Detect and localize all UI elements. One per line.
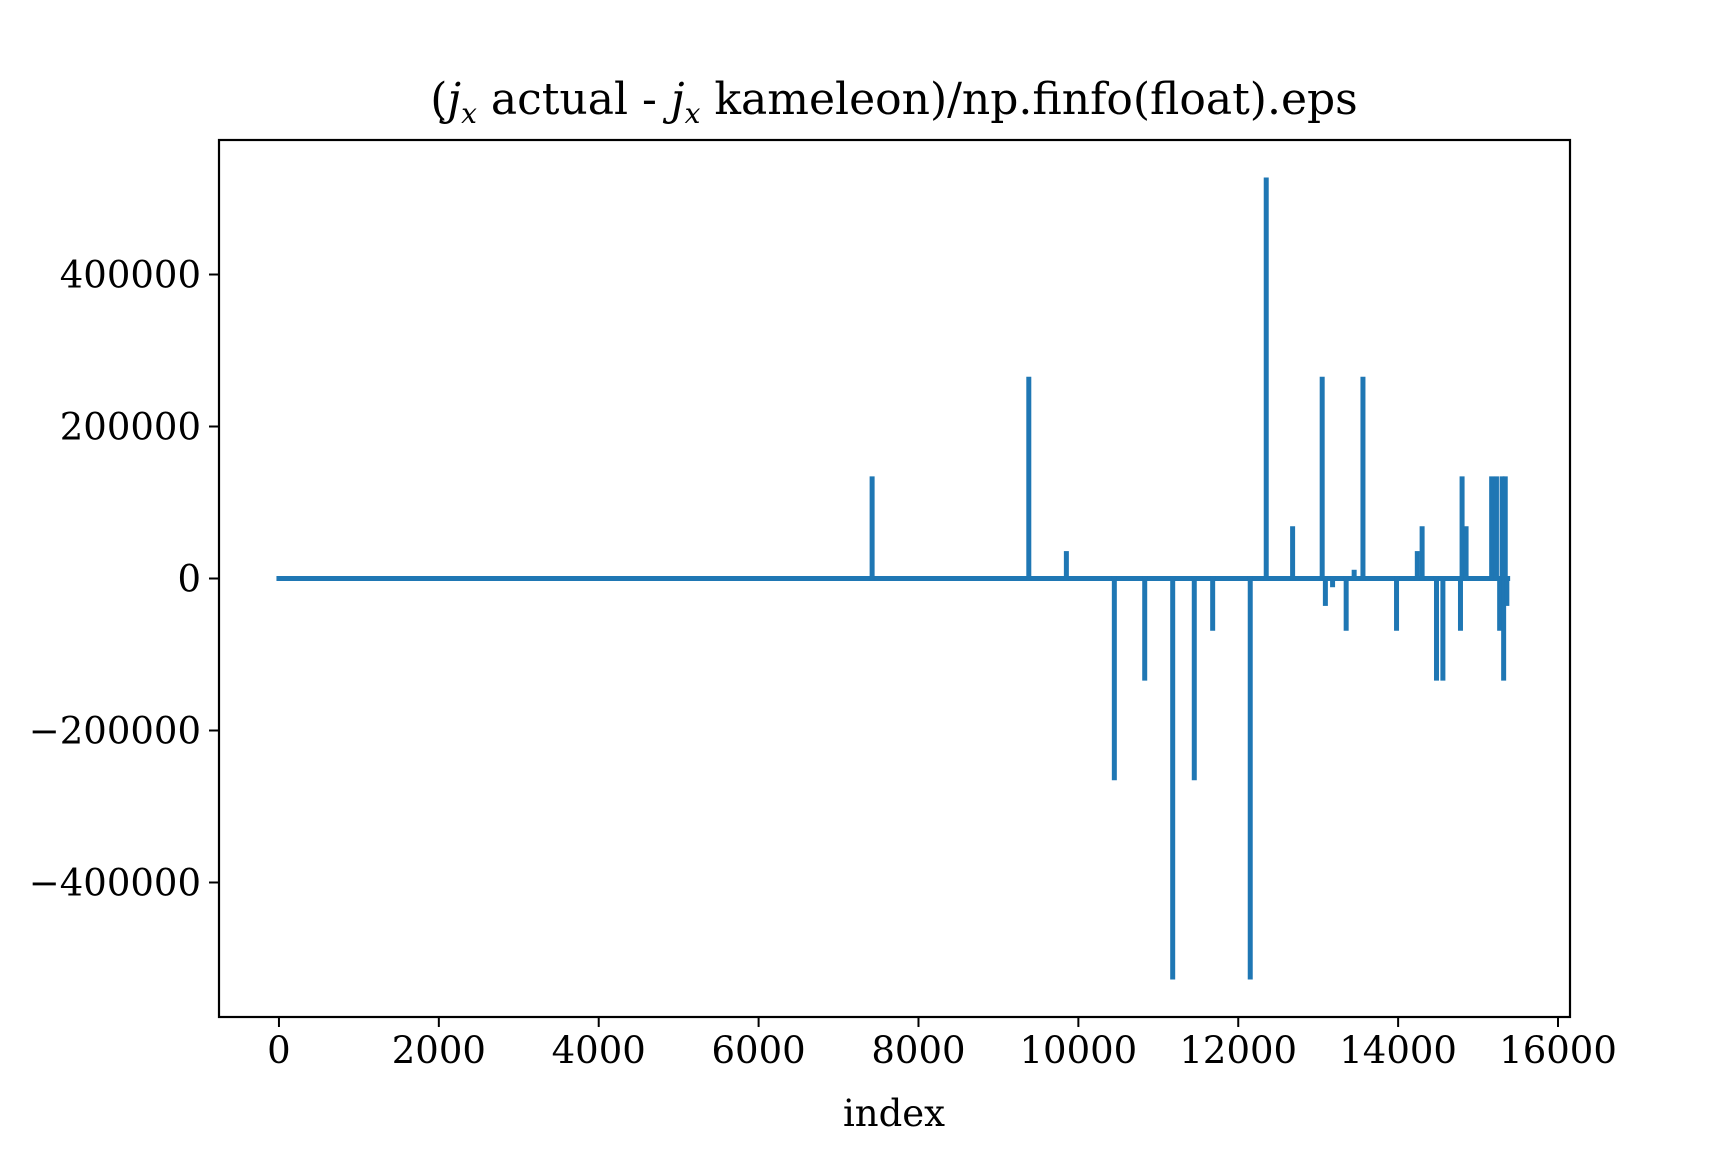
x-tick-label: 16000 [1499,1029,1617,1072]
x-axis-label: index [843,1092,945,1135]
y-axis-ticks: −400000 −200000 0 200000 400000 [29,254,219,904]
x-axis-ticks: 0 2000 4000 6000 8000 10000 12000 14000 16000 [267,1017,1617,1072]
y-tick-label: −200000 [29,709,201,752]
series-layer [276,177,1511,980]
x-tick-label: 10000 [1020,1029,1138,1072]
x-tick-label: 4000 [552,1029,646,1072]
x-tick-label: 14000 [1339,1029,1457,1072]
y-tick-label: 0 [177,558,201,601]
x-tick-label: 6000 [712,1029,806,1072]
chart-title: (jx actual - jx kameleon)/np.finfo(float… [430,74,1358,130]
x-tick-label: 2000 [392,1029,486,1072]
y-tick-label: −400000 [29,861,201,904]
x-tick-label: 8000 [871,1029,965,1072]
x-tick-label: 12000 [1179,1029,1297,1072]
x-tick-label: 0 [267,1029,291,1072]
y-tick-label: 200000 [60,406,201,449]
y-tick-label: 400000 [60,254,201,297]
